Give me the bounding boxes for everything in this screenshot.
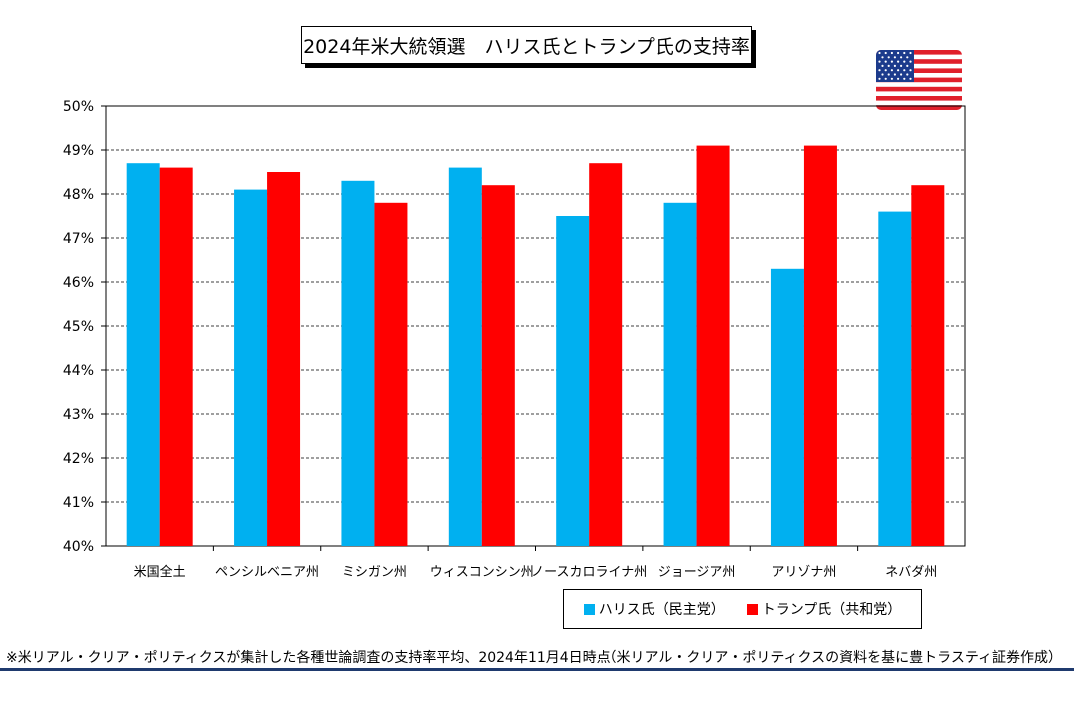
- bar-trump: [803, 145, 837, 546]
- bottom-divider: [0, 668, 1074, 671]
- y-tick-label: 45%: [63, 319, 94, 335]
- bar-harris: [663, 202, 697, 547]
- source-note: （米リアル・クリア・ポリティクスの資料を基に豊トラスティ証券作成）: [602, 650, 1062, 666]
- y-tick-label: 47%: [63, 231, 94, 247]
- bar-trump: [481, 185, 515, 546]
- y-tick-label: 40%: [63, 539, 94, 555]
- y-tick-label: 41%: [63, 495, 94, 511]
- bar-harris: [556, 216, 590, 546]
- bar-chart: 40% 41% 42% 43% 44% 45% 46% 47% 48% 49% 50% 米国全土 ペンシ…: [63, 99, 966, 580]
- footnote: ※米リアル・クリア・ポリティクスが集計した各種世論調査の支持率平均、2024年1…: [6, 650, 611, 666]
- x-tick-label: アリゾナ州: [771, 565, 836, 580]
- y-tick-label: 46%: [63, 275, 94, 291]
- legend-item-harris: ハリス氏（民主党）: [583, 599, 725, 619]
- flag-reflection: [876, 110, 962, 128]
- bar-harris: [770, 268, 804, 546]
- y-tick-label: 50%: [63, 99, 94, 115]
- bar-trump: [374, 202, 408, 547]
- legend-label-trump: トランプ氏（共和党）: [761, 602, 902, 618]
- legend-swatch-harris: [583, 603, 595, 615]
- bar-harris: [448, 167, 482, 546]
- chart-legend: ハリス氏（民主党） トランプ氏（共和党）: [563, 589, 922, 629]
- x-tick-label: ジョージア州: [658, 565, 736, 580]
- us-flag-icon: [876, 50, 962, 110]
- bar-harris: [341, 180, 375, 547]
- y-tick-label: 48%: [63, 187, 94, 203]
- bar-harris: [234, 189, 268, 546]
- x-tick-label: 米国全土: [134, 564, 186, 580]
- bar-harris: [878, 211, 912, 546]
- x-tick-label: ミシガン州: [342, 565, 407, 580]
- legend-label-harris: ハリス氏（民主党）: [598, 602, 725, 618]
- bar-trump: [696, 145, 730, 546]
- bar-trump: [159, 167, 193, 546]
- x-tick-label: ノースカロライナ州: [531, 565, 647, 580]
- x-tick-label: ネバダ州: [885, 565, 937, 580]
- x-tick-label: ペンシルベニア州: [215, 565, 319, 580]
- legend-item-trump: トランプ氏（共和党）: [746, 599, 902, 619]
- legend-swatch-trump: [746, 603, 758, 615]
- x-tick-label: ウィスコンシン州: [430, 565, 534, 580]
- bar-trump: [589, 163, 623, 546]
- y-tick-label: 44%: [63, 363, 94, 379]
- chart-title: 2024年米大統領選 ハリス氏とトランプ氏の支持率: [301, 26, 752, 64]
- bar-trump: [911, 185, 945, 546]
- y-tick-label: 43%: [63, 407, 94, 423]
- y-tick-label: 42%: [63, 451, 94, 467]
- y-tick-label: 49%: [63, 143, 94, 159]
- bar-trump: [267, 172, 301, 546]
- bar-harris: [126, 163, 160, 546]
